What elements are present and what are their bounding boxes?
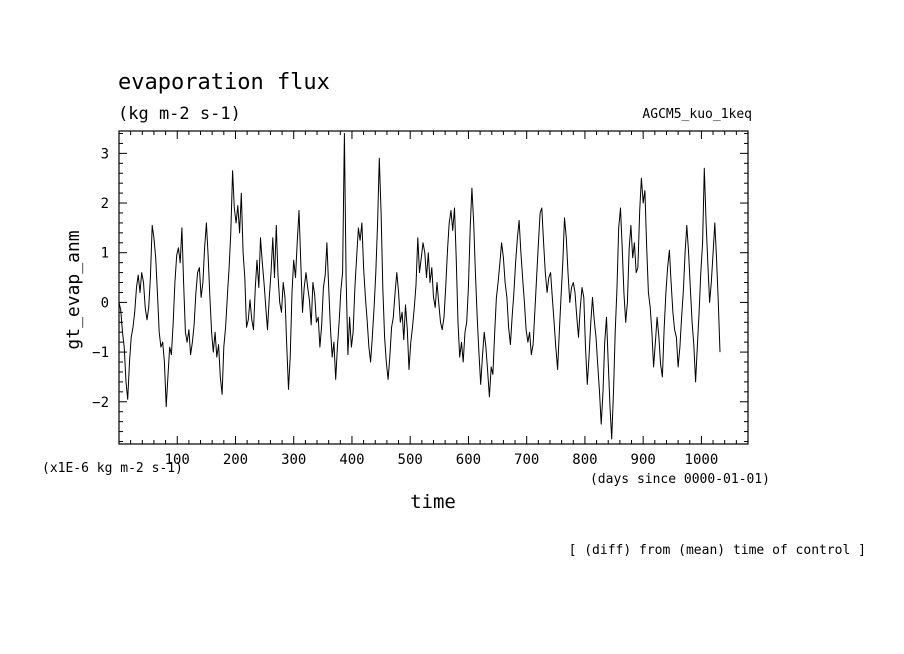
tick-labels: −2 −1 0 1 2 3 100 200 300 400 500 600 700 800 900 1000 <box>92 146 718 468</box>
x-tick-label: 700 <box>514 452 539 468</box>
series-line <box>118 133 721 440</box>
x-tick-label: 500 <box>398 452 423 468</box>
y-axis-label: gt_evap_anm <box>63 230 84 349</box>
y-tick-label: 0 <box>101 295 109 311</box>
footnote: [ (diff) from (mean) time of control ] <box>569 543 866 558</box>
x-tick-label: 400 <box>339 452 364 468</box>
chart-units: (kg m-2 s-1) <box>118 104 241 124</box>
plot-frame <box>118 130 749 445</box>
y-tick-label: 2 <box>101 196 109 212</box>
x-tick-label: 200 <box>223 452 248 468</box>
x-tick-label: 1000 <box>685 452 719 468</box>
y-scale-note: (x1E-6 kg m-2 s-1) <box>42 461 183 476</box>
x-units-label: (days since 0000-01-01) <box>590 472 770 487</box>
x-axis-label: time <box>410 491 456 513</box>
x-tick-label: 800 <box>572 452 597 468</box>
y-tick-label: −1 <box>92 345 109 361</box>
x-axis-ticks <box>130 131 737 444</box>
y-tick-label: 3 <box>101 146 109 162</box>
x-tick-label: 900 <box>631 452 656 468</box>
chart-title: evaporation flux <box>118 70 330 95</box>
x-tick-label: 100 <box>165 452 190 468</box>
y-tick-label: −2 <box>92 395 109 411</box>
y-axis-ticks <box>119 132 748 443</box>
x-tick-label: 300 <box>281 452 306 468</box>
x-tick-label: 600 <box>456 452 481 468</box>
y-tick-label: 1 <box>101 246 109 262</box>
experiment-label: AGCM5_kuo_1keq <box>642 107 752 122</box>
